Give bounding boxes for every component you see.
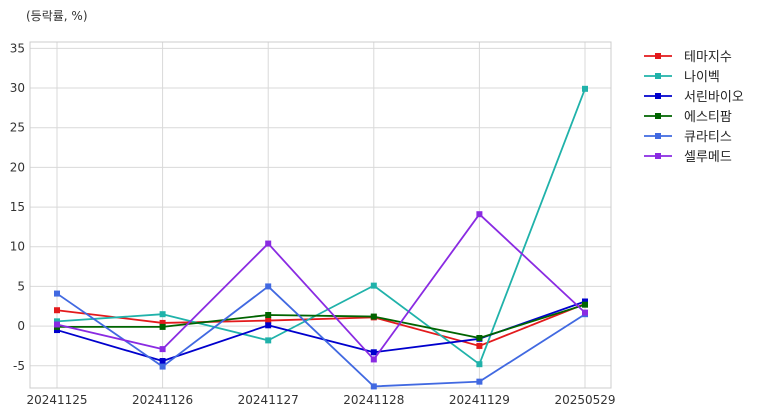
data-point (476, 342, 483, 349)
data-point (159, 346, 166, 353)
y-axis: -5 0 5 10 15 20 25 30 35 (10, 41, 25, 372)
series-line (56, 303, 586, 347)
data-point (582, 298, 588, 305)
plot-area (29, 41, 612, 389)
series-line (56, 300, 586, 362)
data-point (159, 358, 166, 365)
legend-marker (655, 53, 661, 59)
data-point (582, 301, 588, 308)
legend-marker (655, 133, 661, 139)
series-line (56, 285, 586, 388)
legend-item: 서린바이오 (644, 90, 744, 105)
legend-marker (655, 93, 661, 99)
data-point (476, 361, 483, 368)
data-point (159, 311, 166, 318)
series-2 (54, 298, 588, 365)
unit-label: (등락률, %) (26, 9, 88, 23)
legend-label: 셀루메드 (684, 150, 732, 165)
data-point (476, 211, 483, 218)
data-point (54, 321, 60, 328)
series-4 (54, 283, 588, 390)
data-point (476, 335, 483, 342)
x-tick-label: 20241127 (238, 393, 299, 407)
y-tick-label: 5 (17, 279, 25, 293)
data-point (370, 356, 377, 363)
x-tick-label: 20241128 (343, 393, 404, 407)
series-5 (54, 211, 588, 363)
data-point (370, 349, 377, 356)
data-point (159, 323, 166, 330)
y-tick-label: -5 (13, 359, 25, 373)
x-axis: 20241125 20241126 20241127 20241128 20241129… (26, 393, 615, 407)
data-point (582, 85, 588, 92)
legend-label: 에스티팜 (684, 110, 732, 125)
data-point (265, 311, 272, 318)
y-tick-label: 15 (10, 200, 25, 214)
legend-item: 테마지수 (644, 50, 732, 65)
legend-label: 나이벡 (684, 70, 720, 85)
legend-item: 큐라티스 (644, 130, 732, 145)
y-tick-label: 10 (10, 240, 25, 254)
legend-item: 셀루메드 (644, 150, 732, 165)
data-point (54, 290, 60, 297)
data-point (265, 317, 272, 324)
x-tick-label: 20250529 (554, 393, 615, 407)
y-tick-label: 30 (10, 81, 25, 95)
data-point (370, 383, 377, 390)
y-tick-label: 20 (10, 160, 25, 174)
data-point (159, 363, 166, 370)
data-point (54, 327, 60, 334)
y-tick-label: 0 (17, 319, 25, 333)
x-tick-label: 20241125 (26, 393, 87, 407)
legend-item: 에스티팜 (644, 110, 732, 125)
series-line (56, 88, 586, 366)
legend-item: 나이벡 (644, 70, 720, 85)
series-line (56, 213, 586, 361)
series-group (54, 85, 588, 390)
data-point (265, 322, 272, 329)
data-point (265, 283, 272, 290)
legend-label: 테마지수 (684, 50, 732, 65)
series-line (57, 303, 586, 339)
x-tick-label: 20241129 (449, 393, 510, 407)
data-point (265, 337, 272, 344)
data-point (265, 240, 272, 247)
legend-marker (655, 73, 661, 79)
x-tick-label: 20241126 (132, 393, 193, 407)
series-1 (54, 85, 588, 368)
legend-label: 서린바이오 (684, 90, 744, 105)
data-point (582, 309, 588, 316)
data-point (54, 318, 60, 325)
data-point (159, 319, 166, 326)
data-point (54, 307, 60, 314)
data-point (370, 282, 377, 289)
y-tick-label: 35 (10, 41, 25, 55)
data-point (476, 378, 483, 385)
legend-marker (655, 153, 661, 159)
data-point (370, 313, 377, 320)
legend-label: 큐라티스 (684, 130, 732, 145)
legend-marker (655, 113, 661, 119)
y-tick-label: 25 (10, 121, 25, 135)
